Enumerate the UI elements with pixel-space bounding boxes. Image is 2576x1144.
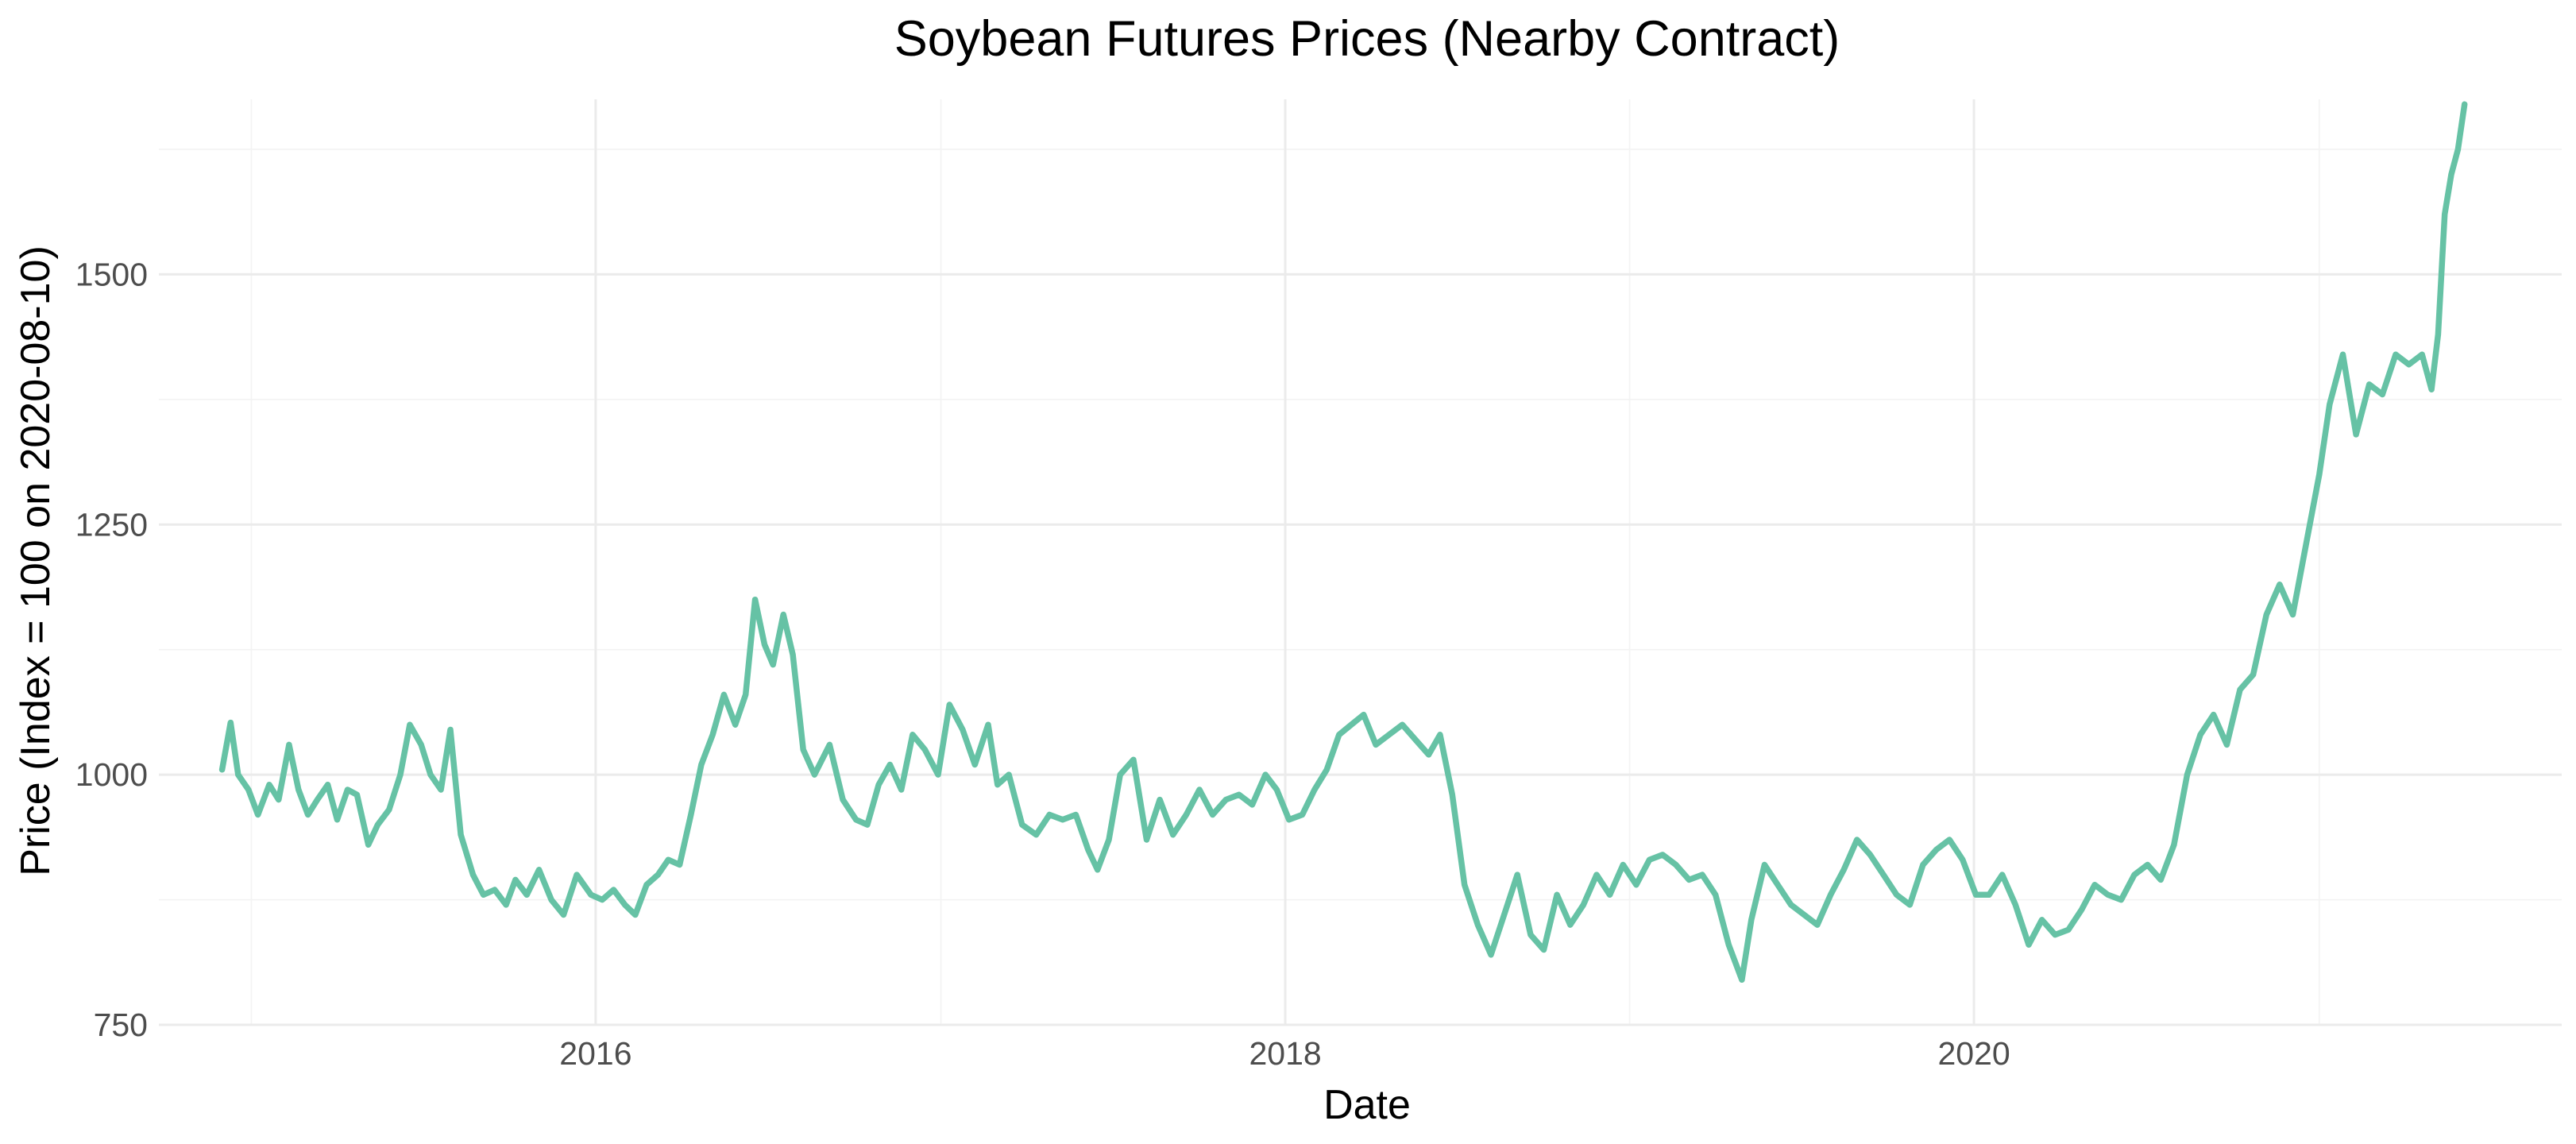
x-axis-title: Date <box>1323 1082 1411 1128</box>
x-axis-tick-labels: 2016 2018 2020 <box>559 1035 2010 1072</box>
y-tick-label: 1500 <box>75 256 148 292</box>
x-tick-label: 2018 <box>1249 1035 1321 1072</box>
y-axis-title: Price (Index = 100 on 2020-08-10) <box>13 245 59 876</box>
x-tick-label: 2016 <box>559 1035 631 1072</box>
minor-gridlines <box>159 99 2562 1025</box>
y-tick-label: 750 <box>94 1007 148 1043</box>
y-tick-label: 1000 <box>75 756 148 793</box>
y-tick-label: 1250 <box>75 506 148 543</box>
major-gridlines <box>159 99 2562 1026</box>
price-series-line <box>218 101 2468 984</box>
chart-title: Soybean Futures Prices (Nearby Contract) <box>894 11 1840 67</box>
x-tick-label: 2020 <box>1937 1035 2010 1072</box>
y-axis-tick-labels: 750 1000 1250 1500 <box>75 256 148 1043</box>
series-layer <box>218 101 2468 984</box>
